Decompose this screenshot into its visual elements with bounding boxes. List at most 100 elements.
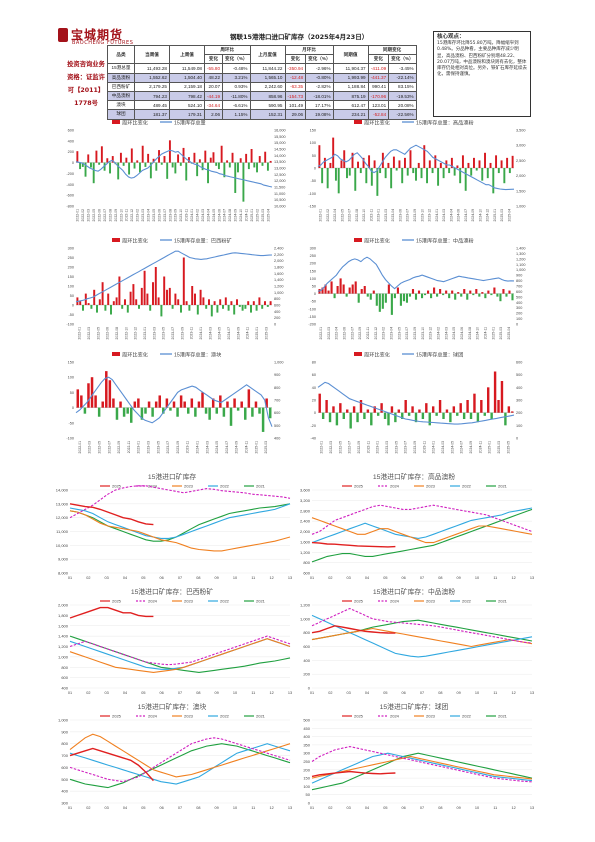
table-cell: 858.96 <box>249 90 286 102</box>
x-tick-label: 03 <box>105 576 109 580</box>
bar-mark <box>356 412 359 423</box>
x-tick-label: 2024-09 <box>234 209 238 222</box>
seasonal-chart: 15港进口矿库存：巴西粉矿 2025 2024 2023 2022 2021 2,000 1,… <box>58 587 292 695</box>
x-tick-label: 01 <box>68 576 72 580</box>
y-tick-label: 0 <box>72 304 74 308</box>
bar-mark <box>196 162 199 177</box>
y-tick-label: 150 <box>303 776 310 781</box>
bar-mark <box>250 149 253 163</box>
seasonal-chart: 15港进口矿库存：中品澳粉 2025 2024 2023 2022 2021 1,200 1,… <box>300 587 534 695</box>
x-tick-label: 04 <box>123 806 127 810</box>
table-cell: -63.35 <box>284 81 307 92</box>
bar-mark <box>166 289 168 305</box>
x-tick-label: 2024-03 <box>208 327 212 340</box>
x-tick-label: 13 <box>288 576 292 580</box>
bar-mark <box>505 293 508 297</box>
bar-mark <box>508 168 511 174</box>
bar-mark <box>227 305 230 311</box>
y-tick-label: -20 <box>311 424 317 428</box>
bar-mark <box>357 161 359 168</box>
bar-mark <box>83 407 87 414</box>
x-tick-label: 2024-09 <box>469 441 473 454</box>
y-tick-label: 2,000 <box>58 603 69 608</box>
bar-mark <box>427 290 430 294</box>
series-line <box>311 752 533 784</box>
bar-mark <box>496 293 499 297</box>
y-tick-label: 0 <box>308 801 311 806</box>
bar-mark <box>226 401 229 408</box>
bar-mark <box>196 305 199 315</box>
bar-mark <box>208 299 210 305</box>
series-line <box>69 743 291 789</box>
x-tick-label: 2023-07 <box>404 441 408 454</box>
bar-mark <box>493 287 496 294</box>
bar-mark <box>223 162 226 178</box>
table-cell: -44.19 <box>203 90 224 102</box>
bar-mark <box>122 407 126 417</box>
bar-mark <box>205 305 208 309</box>
bar-mark <box>241 305 244 311</box>
x-tick-label: 2025-04 <box>507 209 511 222</box>
table-cell: 11,549.08 <box>169 63 205 74</box>
bar-mark <box>366 409 370 413</box>
bar-mark <box>423 145 426 168</box>
bar-mark <box>177 299 180 305</box>
bar-mark <box>158 395 161 408</box>
series-line <box>311 625 396 634</box>
bar-mark <box>497 168 500 174</box>
bar-mark <box>357 293 360 303</box>
y-tick-label: 1,000 <box>300 616 311 621</box>
logo-cn-text: 宝城期货 <box>71 28 124 42</box>
bar-mark <box>87 154 90 163</box>
legend-label: 2022 <box>220 484 230 489</box>
bar-mark <box>110 305 112 315</box>
y-tick-label: 2,000 <box>300 529 311 534</box>
x-tick-label: 08 <box>438 691 442 695</box>
x-tick-label: 10 <box>475 806 479 810</box>
bar-mark <box>425 403 428 413</box>
bar-mark <box>428 160 431 168</box>
bar-mark <box>340 160 343 168</box>
y2-tick-label: 1,200 <box>274 285 284 289</box>
bar-mark <box>247 162 250 170</box>
bar-mark <box>379 168 382 174</box>
x-tick-label: 2025-03 <box>499 327 503 340</box>
x-tick-label: 2022-02 <box>81 209 85 222</box>
bar-mark <box>261 162 264 166</box>
x-tick-label: 2023-05 <box>152 209 156 222</box>
x-tick-label: 2024-01 <box>435 209 439 222</box>
legend-swatch-bar <box>354 120 362 124</box>
bar-mark <box>230 301 233 305</box>
y-tick-label: 2,800 <box>300 508 311 513</box>
x-tick-label: 05 <box>141 576 145 580</box>
x-tick-label: 2023-04 <box>147 209 151 222</box>
x-tick-label: 2025-03 <box>261 209 265 222</box>
x-tick-label: 2024-11 <box>245 441 249 453</box>
bar-mark <box>408 293 412 297</box>
x-tick-label: 2022-09 <box>114 209 118 222</box>
x-tick-label: 2022-03 <box>327 327 331 340</box>
table-cell: -0.80% <box>305 72 334 83</box>
table-cell: 19.08% <box>305 109 334 120</box>
license-line: 资格：证监许 <box>67 74 105 81</box>
table-subheader-cell: 变化（%） <box>388 54 417 65</box>
y-tick-label: -800 <box>66 205 74 209</box>
x-tick-label: 2022-05 <box>92 209 96 222</box>
x-tick-label: 2024-05 <box>215 441 219 454</box>
bar-mark <box>366 293 369 297</box>
bar-mark <box>469 412 473 419</box>
bar-mark <box>334 168 337 181</box>
bar-mark <box>204 407 208 414</box>
bar-mark <box>346 409 349 413</box>
dual-axis-chart: 周环比变化 15港库存总量：巴西粉矿 300 250 200 150 100 50 0 -50 -1… <box>66 237 284 340</box>
x-tick-label: 2023-12 <box>429 327 433 340</box>
bar-mark <box>166 162 169 179</box>
x-tick-label: 04 <box>123 576 127 580</box>
bar-mark <box>406 168 409 176</box>
bar-mark <box>209 157 212 163</box>
y-tick-label: 100 <box>303 784 310 789</box>
y2-tick-label: 500 <box>274 424 280 428</box>
bar-mark <box>324 284 327 294</box>
table-cell: -18.01% <box>305 90 334 102</box>
bar-mark <box>402 293 405 302</box>
